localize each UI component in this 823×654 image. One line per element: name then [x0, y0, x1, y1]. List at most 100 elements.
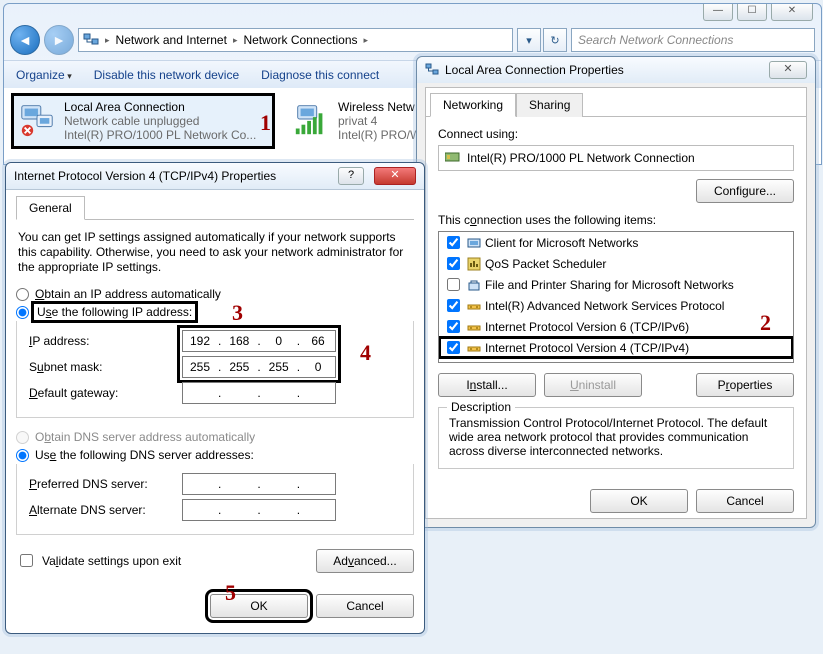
tab-networking[interactable]: Networking: [430, 93, 516, 117]
component-checkbox[interactable]: [447, 341, 460, 354]
preferred-dns-label: Preferred DNS server:: [29, 472, 179, 496]
items-label: This connection uses the following items…: [438, 213, 794, 227]
network-icon: [425, 62, 439, 79]
component-label: Intel(R) Advanced Network Services Proto…: [485, 299, 724, 313]
connection-status: Network cable unplugged: [64, 114, 256, 128]
tab-general[interactable]: General: [16, 196, 85, 220]
component-icon: [467, 341, 481, 355]
install-button[interactable]: Install...: [438, 373, 536, 397]
search-placeholder: Search Network Connections: [578, 33, 733, 47]
diagnose-button[interactable]: Diagnose this connect: [261, 68, 379, 82]
minimize-button[interactable]: —: [703, 4, 733, 21]
component-item[interactable]: Client for Microsoft Networks: [439, 232, 793, 253]
obtain-dns-auto-radio: Obtain DNS server address automatically: [16, 428, 414, 446]
component-checkbox[interactable]: [447, 299, 460, 312]
connection-adapter: Intel(R) PRO/1000 PL Network Co...: [64, 128, 256, 142]
tab-sharing[interactable]: Sharing: [516, 93, 583, 117]
subnet-mask-label: Subnet mask:: [29, 355, 179, 379]
annotation-badge-2: 2: [760, 310, 771, 336]
component-label: Link-Layer Topology Discovery Mapper I/O…: [485, 362, 747, 364]
cancel-button[interactable]: Cancel: [696, 489, 794, 513]
component-checkbox[interactable]: [447, 236, 460, 249]
description-legend: Description: [447, 400, 515, 414]
advanced-button[interactable]: Advanced...: [316, 549, 414, 573]
annotation-badge-1: 1: [260, 110, 271, 136]
component-checkbox[interactable]: [447, 362, 460, 363]
component-checkbox[interactable]: [447, 320, 460, 333]
ip-address-label: IP address:: [29, 329, 179, 353]
close-button[interactable]: ✕: [769, 61, 807, 79]
annotation-badge-5: 5: [225, 580, 236, 606]
preferred-dns-field[interactable]: ...: [182, 473, 336, 495]
connection-properties-dialog: Local Area Connection Properties ✕ Netwo…: [416, 56, 816, 528]
use-following-radio[interactable]: Use the following IP address:: [16, 303, 414, 321]
obtain-auto-radio[interactable]: Obtain an IP address automatically: [16, 285, 414, 303]
close-button[interactable]: ✕: [771, 4, 813, 21]
component-item[interactable]: Internet Protocol Version 4 (TCP/IPv4): [439, 337, 793, 358]
connection-item-lan[interactable]: Local Area Connection Network cable unpl…: [14, 96, 272, 146]
connection-name: Local Area Connection: [64, 100, 256, 114]
connection-name: Wireless Netw: [338, 100, 421, 114]
component-item[interactable]: QoS Packet Scheduler: [439, 253, 793, 274]
component-label: Internet Protocol Version 6 (TCP/IPv6): [485, 320, 689, 334]
component-icon: [467, 278, 481, 292]
breadcrumb-seg[interactable]: Network and Internet: [116, 33, 227, 47]
annotation-badge-4: 4: [360, 340, 371, 366]
breadcrumb-seg[interactable]: Network Connections: [243, 33, 357, 47]
component-icon: [467, 236, 481, 250]
ip-address-field[interactable]: 192. 168. 0. 66: [182, 330, 336, 352]
disable-device-button[interactable]: Disable this network device: [94, 68, 239, 82]
alternate-dns-field[interactable]: ...: [182, 499, 336, 521]
default-gateway-label: Default gateway:: [29, 381, 179, 405]
component-label: Internet Protocol Version 4 (TCP/IPv4): [485, 341, 689, 355]
search-input[interactable]: Search Network Connections: [571, 28, 815, 52]
subnet-mask-field[interactable]: 255. 255. 255. 0: [182, 356, 336, 378]
component-checkbox[interactable]: [447, 257, 460, 270]
component-checkbox[interactable]: [447, 278, 460, 291]
adapter-name: Intel(R) PRO/1000 PL Network Connection: [467, 151, 695, 165]
description-group: Description Transmission Control Protoco…: [438, 407, 794, 469]
intro-text: You can get IP settings assigned automat…: [16, 220, 414, 285]
components-list[interactable]: Client for Microsoft Networks QoS Packet …: [438, 231, 794, 363]
validate-settings-checkbox[interactable]: Validate settings upon exit: [16, 545, 181, 576]
component-item[interactable]: Intel(R) Advanced Network Services Proto…: [439, 295, 793, 316]
cancel-button[interactable]: Cancel: [316, 594, 414, 618]
dialog-title: Internet Protocol Version 4 (TCP/IPv4) P…: [14, 169, 276, 183]
lan-icon: [18, 100, 56, 138]
adapter-field: Intel(R) PRO/1000 PL Network Connection: [438, 145, 794, 171]
default-gateway-field[interactable]: ...: [182, 382, 336, 404]
properties-button[interactable]: Properties: [696, 373, 794, 397]
ipv4-properties-dialog: Internet Protocol Version 4 (TCP/IPv4) P…: [5, 162, 425, 634]
component-icon: [467, 362, 481, 364]
address-bar[interactable]: ▸ Network and Internet ▸ Network Connect…: [78, 28, 513, 52]
network-icon: [83, 31, 99, 50]
component-item[interactable]: Internet Protocol Version 6 (TCP/IPv6): [439, 316, 793, 337]
nic-icon: [445, 151, 461, 166]
configure-button[interactable]: Configure...: [696, 179, 794, 203]
annotation-badge-3: 3: [232, 300, 243, 326]
ok-button[interactable]: OK: [590, 489, 688, 513]
refresh-button[interactable]: ↻: [543, 28, 567, 52]
help-button[interactable]: ?: [338, 167, 364, 185]
uninstall-button: Uninstall: [544, 373, 642, 397]
component-icon: [467, 299, 481, 313]
component-label: QoS Packet Scheduler: [485, 257, 606, 271]
dialog-title: Local Area Connection Properties: [445, 63, 624, 77]
window-controls: — ☐ ✕: [703, 4, 813, 21]
component-icon: [467, 257, 481, 271]
close-button[interactable]: ✕: [374, 167, 416, 185]
component-label: File and Printer Sharing for Microsoft N…: [485, 278, 734, 292]
description-text: Transmission Control Protocol/Internet P…: [449, 416, 783, 458]
alternate-dns-label: Alternate DNS server:: [29, 498, 179, 522]
component-label: Client for Microsoft Networks: [485, 236, 638, 250]
back-button[interactable]: ◄: [10, 25, 40, 55]
component-item[interactable]: File and Printer Sharing for Microsoft N…: [439, 274, 793, 295]
dropdown-history-button[interactable]: ▾: [517, 28, 541, 52]
connection-status: privat 4: [338, 114, 421, 128]
use-following-dns-radio[interactable]: Use the following DNS server addresses:: [16, 446, 414, 464]
component-item[interactable]: Link-Layer Topology Discovery Mapper I/O…: [439, 358, 793, 363]
maximize-button[interactable]: ☐: [737, 4, 767, 21]
forward-button[interactable]: ►: [44, 25, 74, 55]
organize-menu[interactable]: Organize: [16, 68, 72, 82]
connection-adapter: Intel(R) PRO/W: [338, 128, 421, 142]
